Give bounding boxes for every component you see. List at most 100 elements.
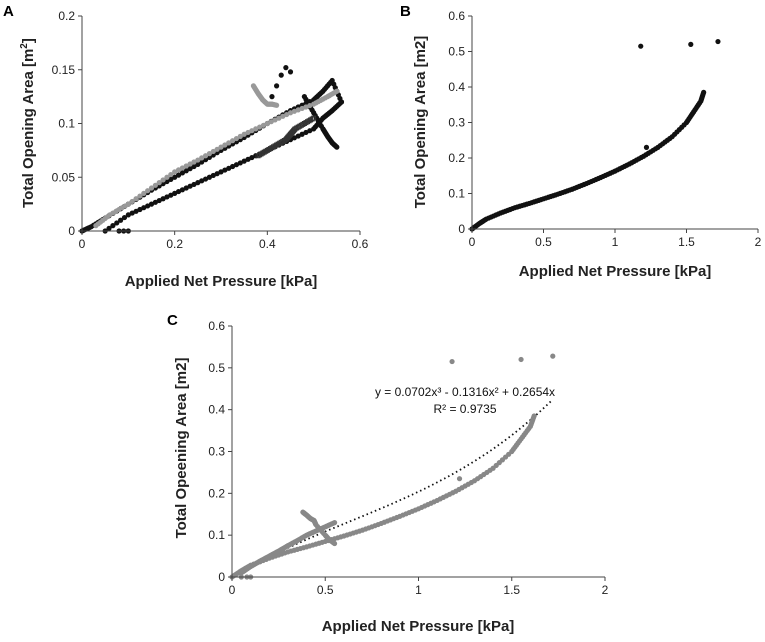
panel-a-data-point — [334, 144, 340, 150]
panel-a-data-point — [168, 171, 174, 178]
panel-a-data-point — [218, 144, 224, 150]
panel-a-data-point — [179, 170, 185, 176]
panel-a-data-point — [114, 220, 120, 226]
panel-c-x-tick-label: 1 — [415, 583, 422, 597]
panel-c-data-point — [456, 476, 463, 482]
panel-a-data-point — [257, 124, 263, 130]
panel-a-data-point — [137, 193, 143, 199]
panel-a-data-point — [125, 212, 131, 218]
panel-a-data-point — [187, 183, 193, 189]
panel-a-data-point — [168, 176, 174, 182]
panel-b-data-point — [643, 144, 650, 150]
panel-b-x-tick-label: 1.5 — [678, 235, 695, 249]
panel-a-data-point — [206, 174, 213, 180]
trendline-equation: y = 0.0702x³ - 0.1316x² + 0.2654x — [375, 385, 555, 399]
panel-c-y-tick-label: 0 — [218, 570, 225, 584]
panel-a-data-point — [291, 135, 297, 141]
panel-a-data-point — [148, 201, 155, 207]
panel-a-data-point — [199, 159, 205, 165]
panel-a-data-point — [233, 135, 240, 142]
panel-a-data-point — [233, 162, 240, 168]
panel-a-data-point — [156, 180, 162, 186]
panel-b-data-point — [638, 43, 644, 49]
panel-c-x-label: Applied Net Pressure [kPa] — [322, 618, 515, 635]
panel-c-label: C — [167, 312, 178, 329]
trendline — [231, 398, 554, 578]
panel-a-data-point — [168, 192, 174, 198]
panel-a-data-point — [160, 177, 166, 183]
panel-a-data-point — [202, 157, 209, 163]
panel-a-data-point — [199, 155, 205, 161]
panel-a-data-point — [214, 146, 220, 152]
panel-a-data-point — [164, 174, 170, 180]
panel-b-y-tick-label: 0 — [458, 222, 465, 236]
panel-a-data-point — [172, 169, 178, 175]
panel-a-data-point — [152, 182, 158, 188]
panel-a-data-point — [156, 197, 162, 204]
panel-a-data-point — [160, 196, 166, 202]
panel-a-data-point — [274, 83, 280, 89]
panel-a-data-point — [195, 180, 201, 186]
panel-a-data-point — [129, 198, 135, 205]
panel-a-data-point — [334, 88, 340, 94]
panel-a-y-tick-label: 0.1 — [58, 117, 75, 131]
panel-a-data-point — [145, 203, 151, 209]
panel-a-data-point — [214, 171, 220, 177]
panel-a-x-tick-label: 0.6 — [352, 237, 369, 251]
panel-c-y-tick-label: 0.5 — [208, 361, 225, 375]
panel-b-x-label: Applied Net Pressure [kPa] — [519, 263, 712, 280]
panel-c-y-tick-label: 0.6 — [208, 319, 225, 333]
panel-b-x-tick-label: 0 — [469, 235, 476, 249]
panel-a-data-point — [210, 148, 216, 155]
panel-a-data-point — [269, 94, 275, 100]
panel-a-data-point — [283, 65, 289, 71]
panel-a-y-tick-label: 0.15 — [52, 63, 76, 77]
panel-a-data-point — [249, 128, 255, 134]
panel-c-x-tick-label: 0 — [229, 583, 236, 597]
panel-c-y-label: Total Opeening Area [m2] — [173, 358, 190, 539]
panel-a-x-tick-label: 0.2 — [166, 237, 183, 251]
panel-a-y-tick-label: 0 — [68, 224, 75, 238]
panel-b-y-tick-label: 0.5 — [448, 45, 465, 59]
panel-a-data-point — [237, 160, 243, 166]
panel-c-data-point — [449, 358, 455, 365]
panel-a-data-point — [141, 205, 147, 211]
panel-a-data-point — [129, 210, 135, 216]
panel-a-data-point — [106, 225, 112, 231]
panel-b-y-label: Total Opening Area [m2] — [412, 36, 429, 209]
panel-a-data-point — [175, 167, 182, 173]
panel-b-x-tick-label: 0.5 — [535, 235, 552, 249]
panel-c-data-point — [550, 353, 556, 359]
panel-b: B 0 0.5 1 1.5 2 0 0.1 0.2 0.3 0.4 0.5 0.6 Applied … — [400, 3, 762, 280]
panel-a-data-point — [272, 117, 278, 123]
panel-b-y-tick-label: 0.1 — [448, 187, 465, 201]
panel-a-data-point — [195, 157, 201, 163]
panel-a-data-point — [195, 161, 201, 167]
panel-b-y-tick-label: 0.4 — [448, 80, 465, 94]
panel-b-y-tick-label: 0.2 — [448, 151, 465, 165]
panel-a-data-point — [141, 190, 147, 196]
panel-c: C 0 0.5 1 1.5 2 0 0.1 0.2 0.3 0.4 0.5 0.6 Applied … — [167, 312, 609, 635]
panel-a-data-point — [179, 165, 185, 171]
panel-b-y-tick-label: 0.6 — [448, 9, 465, 23]
panel-b-label: B — [400, 3, 411, 20]
panel-a-data-point — [145, 188, 151, 194]
panel-a-data-point — [311, 115, 317, 121]
panel-a-data-point — [274, 102, 280, 108]
panel-a-data-point — [222, 142, 228, 148]
panel-a-data-point — [137, 206, 143, 213]
panel-a-data-point — [338, 99, 345, 105]
panel-a-data-point — [260, 122, 267, 128]
panel-a-x-label: Applied Net Pressure [kPa] — [125, 273, 318, 290]
panel-a-data-point — [206, 151, 213, 157]
panel-c-y-tick-label: 0.4 — [208, 403, 225, 417]
panel-c-data-point — [331, 520, 338, 526]
panel-a-data-point — [264, 120, 270, 127]
panel-a-data-point — [152, 199, 158, 205]
panel-a-data-point — [241, 158, 247, 164]
panel-a-data-point — [183, 168, 189, 174]
panel-a-data-point — [229, 138, 236, 144]
panel-a-data-point — [226, 165, 232, 171]
panel-a-data-point — [284, 111, 290, 118]
panel-a-data-point — [245, 156, 251, 162]
